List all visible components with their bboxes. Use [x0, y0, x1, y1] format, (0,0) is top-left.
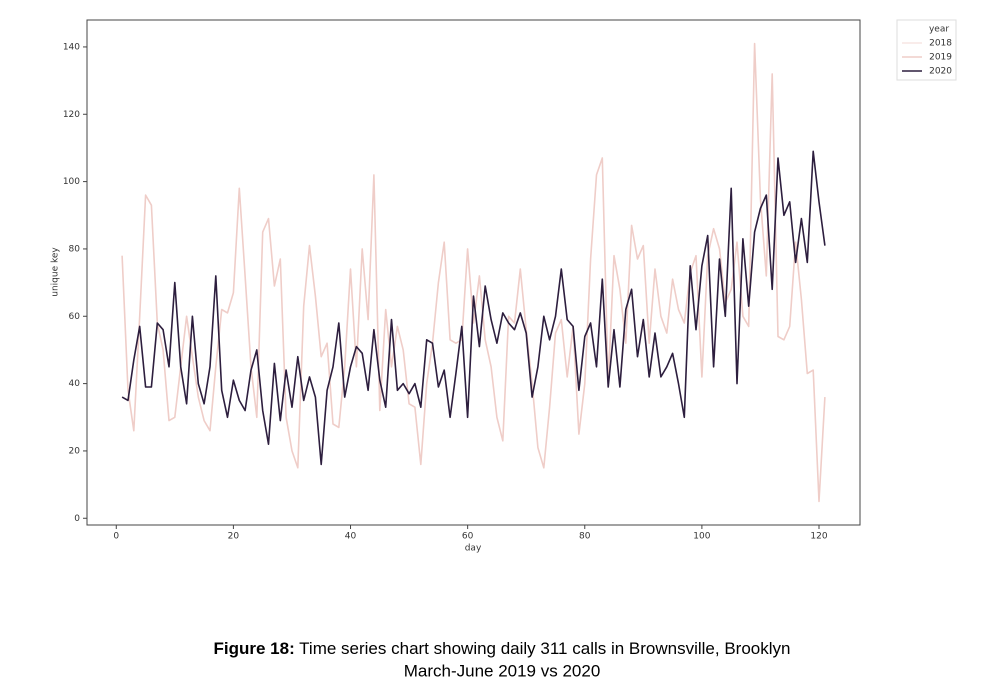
- x-tick-label: 80: [579, 532, 591, 542]
- legend-label: 2018: [929, 39, 952, 49]
- y-tick-label: 20: [69, 446, 81, 456]
- legend-box: [896, 19, 957, 81]
- legend-title: year: [929, 25, 949, 35]
- x-tick-label: 0: [113, 532, 119, 542]
- x-tick-label: 40: [345, 532, 357, 542]
- caption-line-2: March-June 2019 vs 2020: [404, 661, 601, 680]
- y-tick-label: 80: [69, 244, 81, 254]
- x-tick-label: 120: [810, 532, 827, 542]
- y-tick-label: 60: [69, 312, 81, 322]
- series-line: [121, 150, 826, 466]
- y-tick-label: 100: [63, 177, 80, 187]
- y-tick-label: 0: [74, 514, 80, 524]
- caption-line-1: Figure 18: Time series chart showing dai…: [214, 639, 791, 658]
- y-tick-label: 40: [69, 379, 81, 389]
- legend-label: 2020: [929, 67, 952, 77]
- y-axis-label: unique key: [51, 247, 61, 297]
- y-tick-label: 140: [63, 42, 80, 52]
- x-tick-label: 100: [693, 532, 710, 542]
- legend-label: 2019: [929, 53, 952, 63]
- plot-frame: [86, 19, 861, 526]
- x-tick-label: 20: [228, 532, 240, 542]
- caption-text: Time series chart showing daily 311 call…: [299, 639, 790, 658]
- x-tick-label: 60: [462, 532, 474, 542]
- x-axis-label: day: [465, 544, 482, 554]
- series-line: [121, 42, 826, 503]
- caption-label: Figure 18:: [214, 639, 295, 658]
- y-tick-label: 120: [63, 110, 80, 120]
